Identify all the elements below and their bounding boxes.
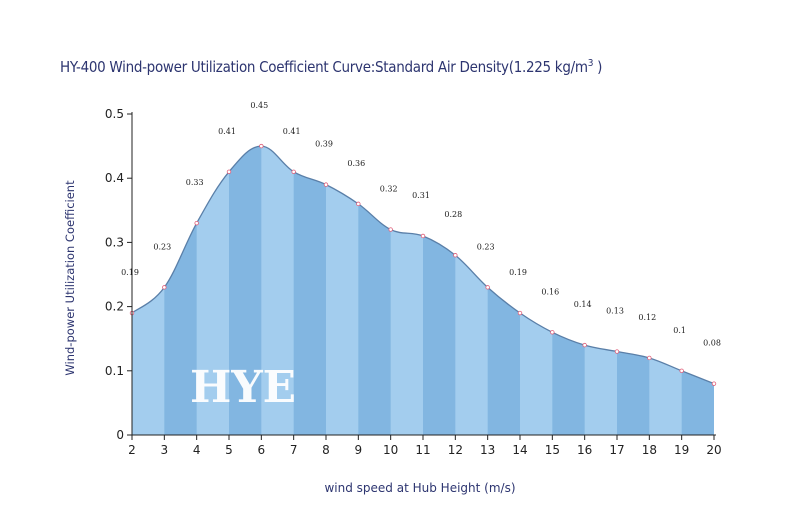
data-point (388, 227, 393, 232)
x-tick-label: 18 (642, 443, 657, 457)
svg-text:HYE: HYE (190, 362, 296, 413)
data-label: 0.23 (153, 242, 171, 251)
y-axis-label: Wind-power Utilization Coefficient (63, 180, 77, 376)
data-point (550, 330, 555, 335)
area-band (617, 146, 650, 435)
y-tick-label: 0.3 (105, 235, 124, 249)
y-tick-label: 0.5 (105, 107, 124, 121)
data-point (194, 220, 199, 226)
data-label: 0.19 (509, 268, 527, 277)
data-point (420, 233, 426, 239)
data-label: 0.32 (380, 185, 398, 194)
area-band (584, 146, 618, 435)
data-label: 0.31 (412, 191, 430, 200)
x-tick-label: 6 (258, 443, 266, 457)
data-label: 0.41 (283, 127, 301, 136)
y-tick-label: 0.1 (105, 364, 124, 378)
x-tick-label: 15 (545, 443, 560, 457)
data-label: 0.28 (444, 210, 462, 219)
data-point (291, 169, 296, 174)
data-point (711, 381, 717, 386)
x-tick-label: 13 (480, 443, 495, 457)
data-point (679, 368, 684, 373)
data-label: 0.1 (673, 326, 686, 335)
x-tick-label: 11 (415, 443, 430, 457)
area-band (649, 146, 683, 435)
data-point (162, 285, 167, 290)
x-axis-label: wind speed at Hub Height (m/s) (324, 481, 515, 495)
data-label: 0.45 (250, 101, 268, 110)
x-tick-label: 10 (383, 443, 398, 457)
data-point (517, 310, 523, 316)
area-band (358, 146, 392, 435)
data-label: 0.16 (541, 287, 559, 296)
data-label: 0.23 (477, 242, 495, 251)
chart-title: HY-400 Wind-power Utilization Coefficien… (60, 58, 603, 76)
area-band (455, 146, 489, 435)
x-tick-label: 19 (674, 443, 689, 457)
data-label: 0.14 (574, 300, 592, 309)
data-point (647, 355, 652, 361)
watermark-logo: HYE (190, 362, 296, 413)
data-point (356, 201, 361, 207)
x-tick-label: 12 (448, 443, 463, 457)
data-label: 0.13 (606, 307, 624, 316)
area-band (423, 146, 456, 435)
data-point (485, 285, 490, 290)
x-tick-label: 3 (161, 443, 169, 457)
x-tick-label: 4 (193, 443, 201, 457)
data-point (453, 253, 458, 258)
x-tick-label: 20 (706, 443, 721, 457)
y-tick-label: 0.2 (105, 300, 124, 314)
area-band (261, 146, 295, 435)
y-tick-label: 0.4 (105, 171, 124, 185)
area-band (552, 146, 586, 435)
area-band (229, 146, 262, 435)
x-tick-label: 14 (512, 443, 527, 457)
area-band (681, 146, 714, 435)
data-label: 0.12 (638, 313, 656, 322)
x-tick-label: 9 (355, 443, 363, 457)
data-point (226, 169, 232, 174)
x-tick-label: 2 (128, 443, 136, 457)
area-band (326, 146, 359, 435)
data-label: 0.08 (703, 339, 721, 348)
x-tick-label: 17 (609, 443, 624, 457)
data-point (323, 182, 329, 187)
data-point (259, 143, 264, 149)
data-point (582, 342, 587, 348)
x-tick-label: 5 (225, 443, 233, 457)
data-label: 0.36 (347, 159, 365, 168)
data-point (614, 349, 620, 354)
x-tick-label: 7 (290, 443, 298, 457)
area-band (390, 146, 424, 435)
x-tick-label: 16 (577, 443, 592, 457)
x-tick-label: 8 (322, 443, 330, 457)
y-tick-label: 0 (116, 428, 124, 442)
data-label: 0.39 (315, 140, 333, 149)
data-label: 0.41 (218, 127, 236, 136)
area-band (293, 146, 327, 435)
data-label: 0.19 (121, 268, 139, 277)
data-label: 0.33 (186, 178, 204, 187)
